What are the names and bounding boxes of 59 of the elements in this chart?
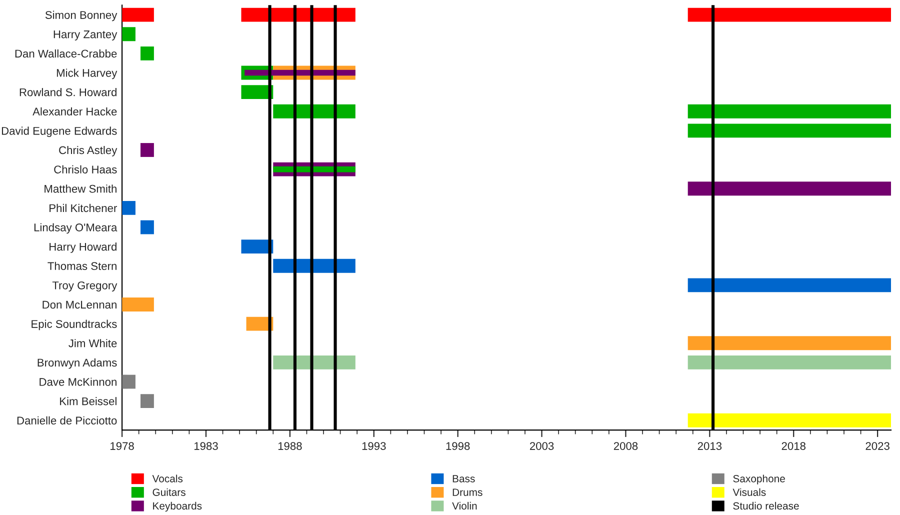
y-tick-label: Jim White bbox=[68, 339, 117, 348]
legend-label: Guitars bbox=[152, 488, 186, 496]
bar bbox=[122, 374, 136, 389]
y-tick-label: Simon Bonney bbox=[45, 10, 118, 22]
legend-label: Bass bbox=[452, 475, 475, 482]
y-tick-label: Matthew Smith bbox=[44, 184, 116, 193]
x-tick-label: 1993 bbox=[362, 442, 386, 450]
legend-label: Keyboards bbox=[153, 502, 202, 512]
y-tick-label: Don McLennan bbox=[42, 300, 116, 309]
x-tick-label: 1998 bbox=[446, 442, 470, 450]
bar bbox=[688, 355, 891, 370]
bar bbox=[241, 85, 274, 100]
legend-label: Visuals bbox=[732, 488, 766, 496]
x-tick-label: 2008 bbox=[614, 442, 638, 450]
bar bbox=[140, 143, 154, 157]
bar bbox=[122, 27, 136, 42]
bar bbox=[688, 182, 891, 196]
x-tick-label: 1978 bbox=[110, 442, 134, 450]
bar bbox=[688, 124, 891, 138]
bar bbox=[122, 298, 154, 312]
bar bbox=[688, 336, 891, 350]
legend-label: Saxophone bbox=[733, 474, 785, 484]
x-tick-label: 1983 bbox=[194, 442, 218, 450]
bar bbox=[688, 8, 891, 22]
x-tick-label: 1988 bbox=[278, 442, 302, 450]
y-tick-label: Troy Gregory bbox=[52, 281, 118, 292]
y-tick-label: Dave McKinnon bbox=[40, 378, 116, 386]
legend-label: Violin bbox=[452, 502, 477, 510]
bar bbox=[140, 394, 154, 408]
y-tick-label: Rowland S. Howard bbox=[20, 88, 116, 96]
y-tick-label: David Eugene Edwards bbox=[2, 126, 117, 138]
y-tick-label: Dan Wallace-Crabbe bbox=[15, 49, 117, 58]
legend-label: Studio release bbox=[733, 502, 799, 510]
bar bbox=[688, 278, 891, 292]
y-tick-label: Epic Soundtracks bbox=[32, 320, 117, 330]
y-tick-label: Harry Zantey bbox=[54, 30, 118, 40]
legend-label: Drums bbox=[452, 488, 482, 496]
x-tick-label: 2023 bbox=[866, 442, 890, 450]
y-tick-label: Chrislo Haas bbox=[54, 165, 117, 174]
bar bbox=[122, 200, 136, 215]
y-tick-label: Mick Harvey bbox=[56, 68, 118, 80]
bar bbox=[122, 8, 154, 22]
y-tick-label: Chris Astley bbox=[59, 146, 118, 156]
bar bbox=[140, 220, 154, 234]
bar bbox=[241, 240, 274, 254]
y-tick-label: Danielle de Picciotto bbox=[17, 416, 117, 425]
bar bbox=[688, 413, 891, 428]
y-tick-label: Phil Kitchener bbox=[50, 204, 117, 212]
y-tick-label: Harry Howard bbox=[50, 242, 116, 253]
y-tick-label: Lindsay O'Meara bbox=[34, 223, 118, 234]
bar bbox=[140, 46, 154, 60]
x-tick-label: 2013 bbox=[698, 442, 722, 450]
y-tick-label: Kim Beissel bbox=[60, 397, 116, 406]
y-tick-label: Alexander Hacke bbox=[32, 107, 117, 116]
x-tick-label: 2003 bbox=[530, 442, 554, 450]
legend-label: Vocals bbox=[152, 474, 183, 482]
y-tick-label: Bronwyn Adams bbox=[38, 358, 117, 369]
y-tick-label: Thomas Stern bbox=[48, 262, 116, 270]
x-tick-label: 2018 bbox=[782, 442, 806, 450]
